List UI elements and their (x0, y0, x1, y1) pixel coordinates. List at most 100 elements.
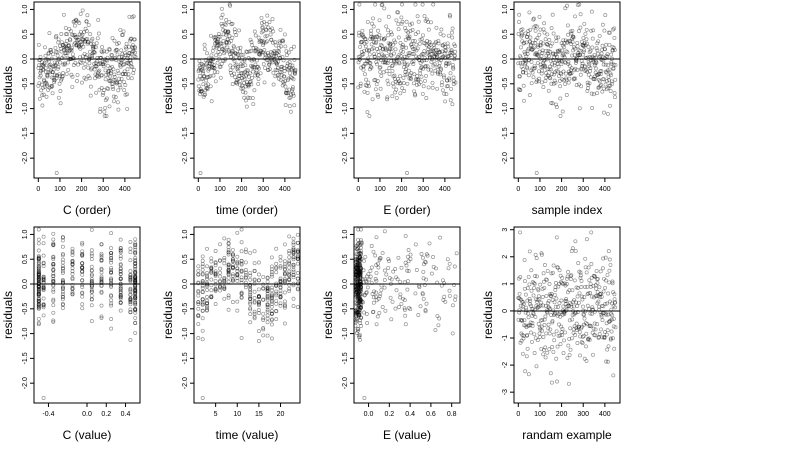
scatter-point (128, 279, 133, 284)
scatter-point (128, 240, 133, 244)
scatter-point (555, 61, 560, 66)
scatter-point (383, 46, 388, 51)
scatter-point (63, 25, 68, 30)
scatter-point (542, 57, 547, 62)
scatter-point (575, 310, 580, 314)
scatter-point (381, 37, 386, 42)
scatter-point (557, 322, 561, 327)
scatter-point (536, 53, 541, 58)
y-tick-label: -0.5 (182, 303, 189, 315)
scatter-point (522, 258, 527, 263)
scatter-point (237, 56, 242, 61)
scatter-point (570, 288, 575, 293)
scatter-point (558, 84, 563, 89)
scatter-point (360, 39, 364, 44)
scatter-point (198, 66, 203, 70)
scatter-point (244, 104, 249, 109)
scatter-point (61, 12, 66, 17)
scatter-point (391, 42, 396, 47)
scatter-point (230, 272, 235, 277)
scatter-point (517, 74, 522, 79)
scatter-point (291, 251, 296, 256)
scatter-point (265, 13, 270, 18)
plot-frame (33, 1, 141, 179)
scatter-point (109, 293, 114, 298)
scatter-point (359, 39, 364, 44)
scatter-point (293, 71, 297, 76)
scatter-point (451, 65, 456, 70)
scatter-point (545, 309, 550, 314)
scatter-point (358, 274, 363, 279)
scatter-point (103, 105, 108, 110)
scatter-point (560, 77, 565, 82)
scatter-point (60, 253, 65, 258)
scatter-point (265, 285, 270, 290)
scatter-point (78, 46, 83, 51)
scatter-point (354, 290, 359, 295)
scatter-point (263, 53, 268, 58)
scatter-point (613, 95, 617, 100)
scatter-point (230, 264, 235, 269)
scatter-point (356, 327, 361, 332)
scatter-point (401, 81, 406, 86)
scatter-point (83, 62, 88, 67)
scatter-point (356, 268, 361, 273)
scatter-point (89, 297, 94, 302)
scatter-point (586, 336, 591, 341)
scatter-point (239, 268, 244, 273)
scatter-point (534, 256, 539, 261)
scatter-point (107, 104, 112, 109)
scatter-point (234, 62, 239, 67)
scatter-point (109, 270, 114, 275)
scatter-point (256, 300, 261, 305)
scatter-point (566, 80, 571, 85)
scatter-point (252, 316, 257, 321)
y-tick-label: -0.5 (342, 303, 349, 315)
scatter-point (41, 278, 46, 283)
y-tick-label: -1.0 (342, 327, 349, 339)
scatter-point (282, 277, 287, 282)
scatter-point (41, 92, 46, 97)
scatter-point (576, 286, 580, 290)
scatter-point (87, 76, 92, 81)
scatter-point (57, 72, 62, 77)
scatter-point (522, 323, 527, 328)
scatter-point (559, 281, 564, 285)
scatter-point (395, 10, 400, 15)
scatter-point (591, 273, 596, 278)
scatter-point (544, 53, 549, 58)
scatter-point (530, 321, 535, 325)
scatter-point (568, 29, 573, 34)
scatter-point (357, 272, 362, 277)
residual-panel-3: 0 100 200 300 400-2.0-1.5-1.0-0.50.00.51.0E … (321, 1, 461, 217)
scatter-point (571, 330, 576, 335)
scatter-point (354, 293, 358, 297)
scatter-point (522, 318, 527, 323)
scatter-point (252, 300, 257, 305)
scatter-point (220, 24, 225, 28)
scatter-point (571, 34, 576, 39)
scatter-point (246, 56, 251, 60)
scatter-point (567, 318, 572, 323)
scatter-point (404, 28, 409, 33)
scatter-point (518, 303, 523, 308)
scatter-point (584, 56, 589, 61)
scatter-point (113, 48, 118, 53)
scatter-point (582, 63, 587, 68)
scatter-point (549, 100, 554, 105)
scatter-point (209, 269, 214, 274)
scatter-point (51, 257, 56, 262)
scatter-point (206, 56, 211, 61)
scatter-point (578, 72, 583, 77)
scatter-point (596, 85, 601, 90)
scatter-point (93, 76, 97, 81)
scatter-point (537, 14, 542, 19)
scatter-point (289, 67, 294, 71)
scatter-point (260, 26, 265, 31)
scatter-point (599, 312, 604, 317)
scatter-point (587, 61, 592, 66)
scatter-point (279, 70, 284, 75)
scatter-point (85, 13, 90, 18)
scatter-point (89, 66, 94, 71)
scatter-point (564, 282, 569, 286)
